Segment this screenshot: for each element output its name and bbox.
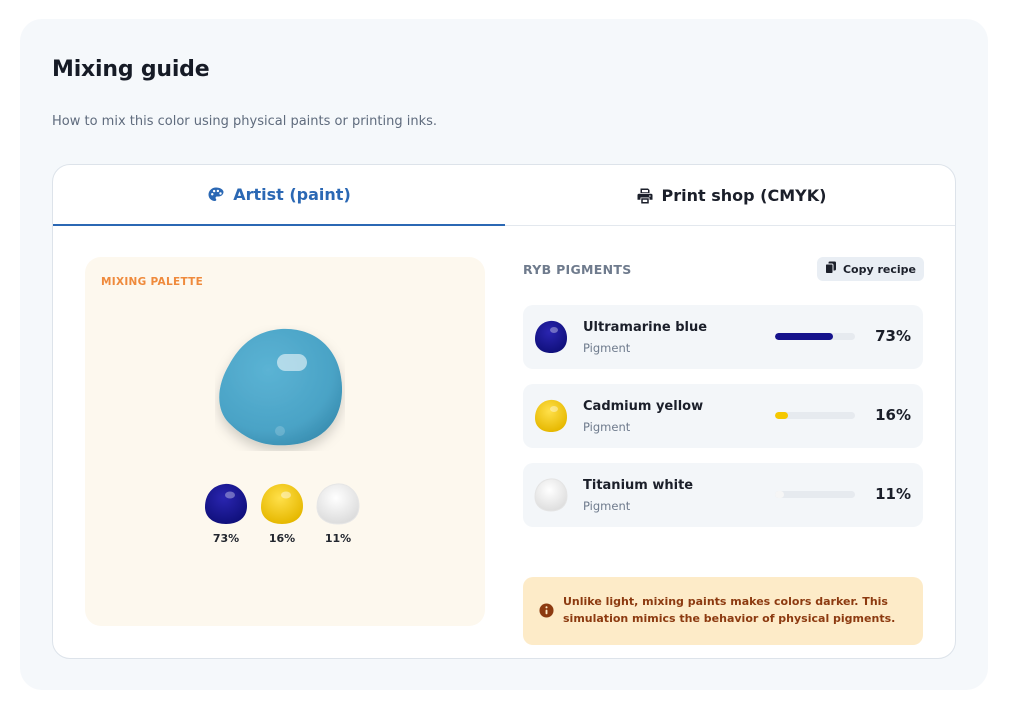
drop-percent-cadmium: 16% xyxy=(268,532,296,545)
mixing-palette: MIXING PALETTE xyxy=(85,257,485,626)
mixing-guide-card: Mixing guide How to mix this color using… xyxy=(20,19,988,690)
ryb-pigments-title: RYB PIGMENTS xyxy=(523,262,632,277)
drop-cadmium: 16% xyxy=(259,482,305,545)
pigment-bar-fill xyxy=(775,412,788,419)
pigment-type: Pigment xyxy=(583,341,631,355)
pigment-row-titanium: Titanium white Pigment 11% xyxy=(523,463,923,527)
copy-recipe-label: Copy recipe xyxy=(842,262,916,276)
palette-icon xyxy=(207,186,225,204)
pigment-type: Pigment xyxy=(583,420,631,434)
pigment-bar-fill xyxy=(775,491,784,498)
printer-icon xyxy=(636,187,654,205)
pigment-row-ultramarine: Ultramarine blue Pigment 73% xyxy=(523,305,923,369)
pigment-bar-fill xyxy=(775,333,834,340)
pigment-type: Pigment xyxy=(583,499,631,513)
pigment-name: Titanium white xyxy=(583,478,694,493)
cadmium-swatch-icon xyxy=(533,398,569,438)
pigment-bar xyxy=(775,491,855,498)
tab-print-shop[interactable]: Print shop (CMYK) xyxy=(505,165,955,226)
pigment-name: Ultramarine blue xyxy=(583,320,708,335)
pigment-bar xyxy=(775,333,855,340)
pigment-row-cadmium: Cadmium yellow Pigment 16% xyxy=(523,384,923,448)
drop-titanium: 11% xyxy=(315,482,361,545)
drop-percent-titanium: 11% xyxy=(324,532,352,545)
tab-bar: Artist (paint) Print shop (CMYK) xyxy=(53,165,955,226)
info-note-text: Unlike light, mixing paints makes colors… xyxy=(563,595,896,625)
page-subtitle: How to mix this color using physical pai… xyxy=(52,114,438,129)
tab-artist-label: Artist (paint) xyxy=(233,185,351,204)
mixing-panel: Artist (paint) Print shop (CMYK) xyxy=(52,164,956,659)
pigment-name: Cadmium yellow xyxy=(583,399,704,414)
copy-recipe-button[interactable]: Copy recipe xyxy=(817,257,924,281)
page-title: Mixing guide xyxy=(52,57,210,82)
pigment-percent: 11% xyxy=(875,485,911,503)
ultramarine-swatch-icon xyxy=(533,319,569,359)
tab-print-label: Print shop (CMYK) xyxy=(661,186,827,205)
pigment-bar xyxy=(775,412,855,419)
palette-label: MIXING PALETTE xyxy=(101,276,204,288)
mixed-color-blob xyxy=(215,325,345,451)
pigment-drops: 73% 16% xyxy=(203,482,365,552)
pigment-percent: 73% xyxy=(875,327,911,345)
info-icon xyxy=(539,603,554,622)
pigment-percent: 16% xyxy=(875,406,911,424)
drop-ultramarine: 73% xyxy=(203,482,249,545)
drop-percent-ultramarine: 73% xyxy=(212,532,240,545)
tab-artist-paint[interactable]: Artist (paint) xyxy=(53,165,505,226)
titanium-swatch-icon xyxy=(533,477,569,517)
copy-icon xyxy=(824,261,837,277)
info-note: Unlike light, mixing paints makes colors… xyxy=(523,577,923,645)
